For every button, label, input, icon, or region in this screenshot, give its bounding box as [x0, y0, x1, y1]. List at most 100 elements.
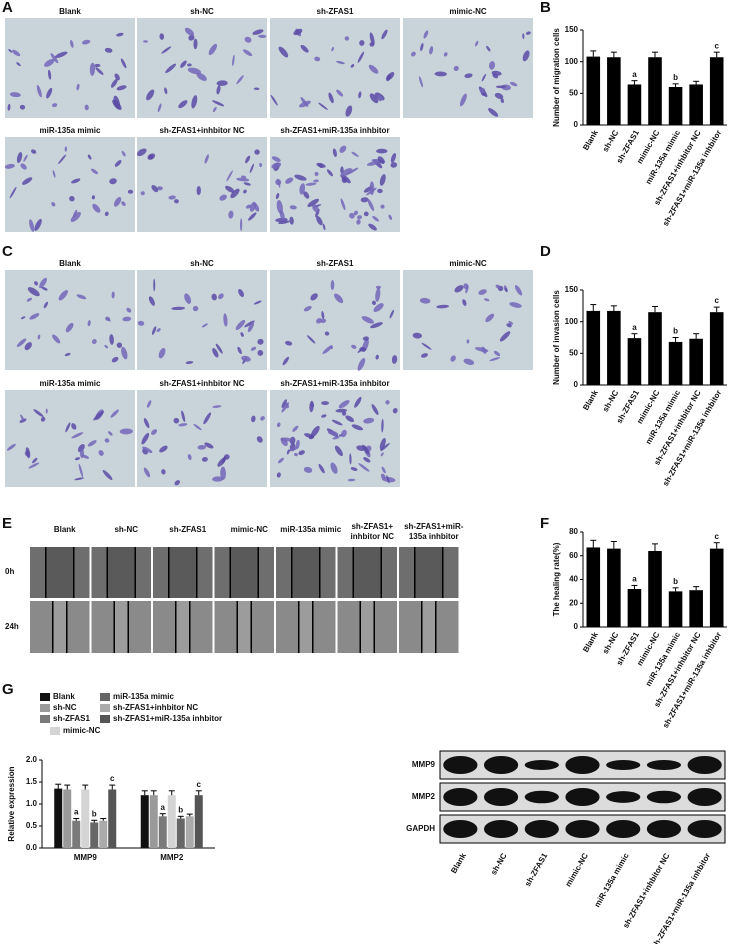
cell [92, 203, 101, 213]
cell [379, 174, 386, 186]
cell [121, 201, 126, 206]
cell [277, 178, 281, 188]
cell [318, 463, 325, 474]
x-tick-label: MMP2 [160, 853, 184, 862]
image-label: Blank [59, 7, 81, 16]
legend-label: mimic-NC [63, 726, 101, 735]
y-tick-label: 80 [569, 527, 578, 536]
cell [36, 84, 42, 98]
cell [491, 70, 502, 76]
cell [489, 61, 496, 70]
cell [356, 219, 361, 225]
cell [241, 355, 251, 362]
image-label: sh-ZFAS1+inhbitor NC [159, 379, 244, 388]
cell [278, 220, 290, 225]
y-tick-label: 0.0 [26, 843, 38, 852]
cell [216, 80, 228, 86]
cell [335, 408, 348, 413]
cell [193, 38, 198, 50]
bar [709, 312, 724, 385]
cell [34, 281, 39, 286]
scratch-gap [414, 547, 443, 598]
x-tick-label: Blank [581, 630, 600, 654]
cell [197, 444, 207, 450]
cell [236, 177, 250, 182]
blot-band [565, 756, 600, 774]
cell [64, 352, 71, 357]
y-tick-label: 40 [569, 575, 578, 584]
significance: c [197, 780, 202, 789]
cell [334, 445, 343, 457]
significance: c [714, 296, 719, 305]
cell [104, 344, 109, 349]
cell [295, 439, 300, 449]
cell [121, 346, 128, 360]
cell [187, 454, 192, 461]
cell [371, 300, 376, 306]
cell [354, 396, 362, 408]
blot-band [483, 756, 519, 774]
cell [240, 175, 247, 179]
cell [168, 195, 176, 200]
cell [256, 436, 263, 443]
cell [218, 293, 224, 300]
cell [377, 188, 383, 194]
cell [486, 45, 491, 52]
cell [44, 58, 55, 67]
cell [289, 436, 296, 445]
cell [151, 326, 157, 335]
cell [389, 309, 395, 319]
scratch-gap [291, 547, 320, 598]
bar [185, 816, 194, 848]
cell [196, 185, 201, 196]
cell [327, 430, 339, 436]
cell [514, 285, 523, 296]
image-label: miR-135a mimic [40, 379, 101, 388]
legend-label: sh-ZFAS1 [53, 714, 90, 723]
cell [184, 293, 192, 304]
scratch-gap [237, 601, 252, 653]
cell [116, 342, 123, 348]
bar [176, 818, 185, 848]
blot-band [646, 760, 682, 770]
column-label: sh-NC [114, 525, 138, 534]
y-tick-label: 2.0 [26, 755, 38, 764]
cell [351, 151, 359, 157]
cell [310, 293, 318, 301]
cell [359, 40, 365, 46]
cell [105, 316, 111, 321]
cell [65, 322, 74, 333]
cell [87, 154, 92, 160]
bar [668, 341, 683, 385]
cell [58, 290, 68, 301]
scratch-gap [114, 601, 129, 653]
cell [52, 103, 58, 108]
micrograph [5, 137, 135, 232]
cell [329, 345, 333, 349]
cell [340, 168, 353, 177]
significance: c [714, 41, 719, 50]
blot-band [687, 756, 722, 774]
cell [25, 447, 31, 459]
cell [22, 177, 33, 185]
cell [259, 162, 263, 168]
cell [381, 418, 384, 433]
cell [276, 472, 281, 478]
cell [260, 416, 265, 421]
cell [238, 289, 244, 298]
cell [331, 419, 343, 426]
cell [285, 340, 293, 346]
cell [34, 218, 42, 231]
cell [159, 33, 165, 40]
cell [345, 105, 353, 117]
scratch-gap [360, 601, 375, 653]
cell [91, 195, 96, 200]
cell [252, 29, 264, 35]
cell [309, 400, 314, 413]
blot-band [606, 791, 641, 803]
y-tick-label: 150 [565, 25, 579, 34]
cell [340, 198, 346, 211]
cell [37, 334, 41, 340]
cell [281, 399, 287, 409]
cell [271, 162, 282, 169]
